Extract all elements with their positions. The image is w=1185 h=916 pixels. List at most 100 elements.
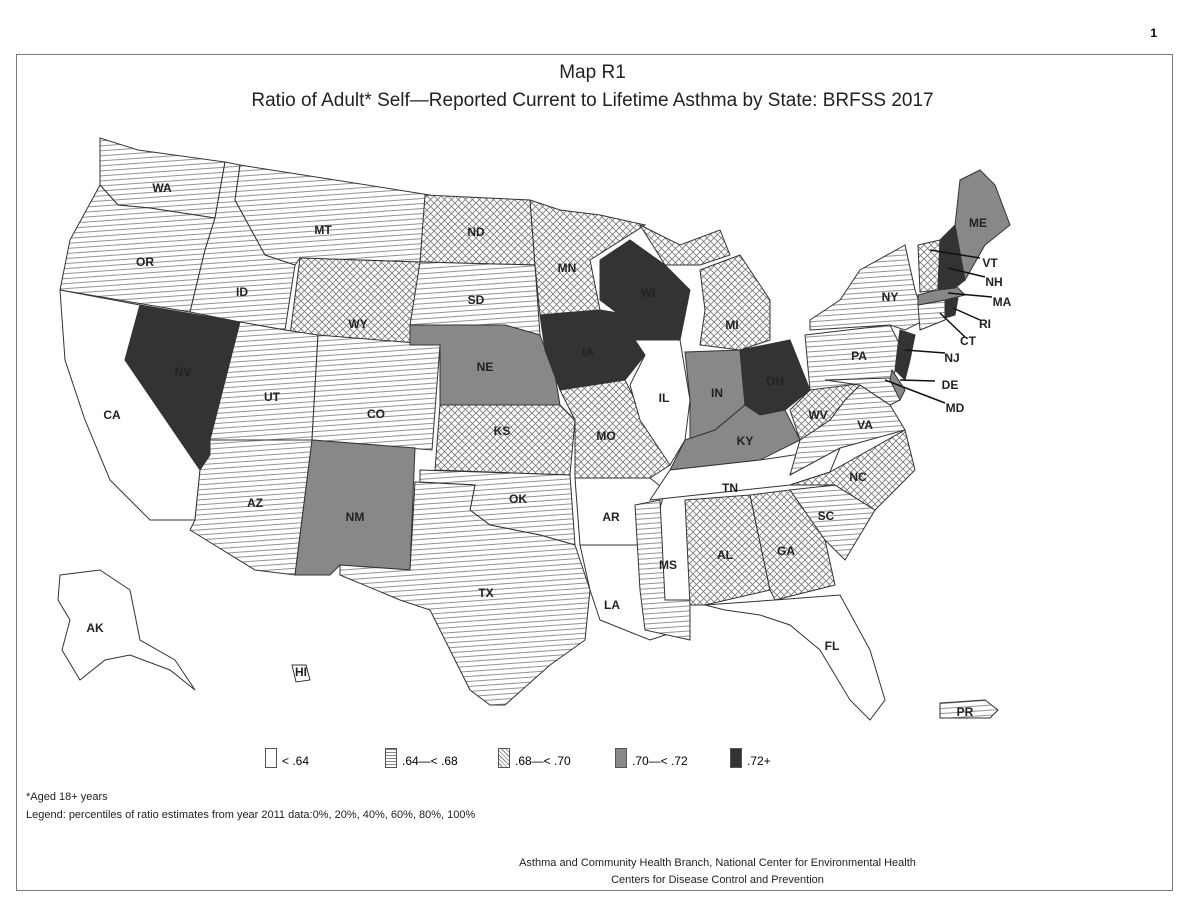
state-ak: [57, 569, 196, 691]
state-label-mo: MO: [596, 429, 615, 443]
state-label-wi: WI: [641, 286, 656, 300]
state-label-fl: FL: [825, 639, 840, 653]
legend-label: < .64: [282, 754, 310, 768]
state-mt: [234, 164, 431, 266]
map-title: Map R1: [559, 62, 626, 83]
state-label-ma: MA: [993, 295, 1012, 309]
legend-label: .72+: [747, 754, 771, 768]
state-label-ar: AR: [602, 510, 620, 524]
state-tx: [339, 481, 591, 706]
state-label-in: IN: [711, 386, 723, 400]
state-label-oh: OH: [766, 374, 784, 388]
legend-note: Legend: percentiles of ratio estimates f…: [26, 809, 476, 821]
legend-swatch: [265, 748, 277, 768]
state-label-mn: MN: [558, 261, 577, 275]
state-label-pa: PA: [851, 349, 867, 363]
state-label-wa: WA: [152, 181, 172, 195]
state-wy: [289, 257, 421, 346]
credit-line-1: Asthma and Community Health Branch, Nati…: [519, 857, 916, 869]
page-number: 1: [1150, 26, 1157, 40]
state-ms: [634, 499, 691, 641]
state-pr: [939, 699, 999, 719]
leader-line-md: [884, 379, 946, 404]
leader-line-nh: [947, 267, 986, 278]
state-label-mi: MI: [725, 318, 738, 332]
state-label-mt: MT: [314, 223, 332, 237]
state-label-me: ME: [969, 216, 987, 230]
legend-swatch: [730, 748, 742, 768]
leader-line-ma: [947, 292, 993, 298]
state-label-tx: TX: [478, 586, 493, 600]
legend-item-64-68: .64—< .68: [385, 748, 458, 768]
state-label-ms: MS: [659, 558, 677, 572]
leader-line-nj: [904, 349, 946, 354]
state-label-nj: NJ: [944, 351, 959, 365]
state-label-ga: GA: [777, 544, 795, 558]
credit-line-2: Centers for Disease Control and Preventi…: [611, 874, 824, 886]
leader-line-de: [899, 379, 936, 382]
state-label-vt: VT: [982, 256, 998, 270]
state-label-ia: IA: [582, 345, 594, 359]
map-frame: [16, 54, 1173, 891]
state-label-ut: UT: [264, 390, 281, 404]
state-mi: [699, 254, 771, 351]
state-label-sd: SD: [468, 293, 485, 307]
state-label-ri: RI: [979, 317, 991, 331]
state-label-ky: KY: [737, 434, 754, 448]
state-label-sc: SC: [818, 509, 835, 523]
state-label-pr: PR: [957, 705, 974, 719]
legend-label: .64—< .68: [402, 754, 458, 768]
legend-swatch: [498, 748, 510, 768]
state-label-az: AZ: [247, 496, 263, 510]
legend-swatch: [615, 748, 627, 768]
legend-item-68-70: .68—< .70: [498, 748, 571, 768]
state-me: [954, 169, 1011, 282]
footnote: *Aged 18+ years: [26, 791, 108, 803]
state-ny: [809, 244, 926, 331]
state-label-la: LA: [604, 598, 620, 612]
state-label-md: MD: [946, 401, 965, 415]
state-label-or: OR: [136, 255, 154, 269]
state-co: [311, 334, 441, 451]
state-label-nd: ND: [467, 225, 485, 239]
legend-item-lt-64: < .64: [265, 748, 309, 768]
legend-label: .70—< .72: [632, 754, 688, 768]
state-label-nh: NH: [985, 275, 1002, 289]
state-label-co: CO: [367, 407, 385, 421]
state-ks: [434, 404, 576, 476]
leader-line-vt: [929, 249, 981, 259]
state-label-al: AL: [717, 548, 733, 562]
state-label-ks: KS: [494, 424, 511, 438]
state-fl: [704, 594, 886, 721]
leader-line-ri: [952, 307, 981, 321]
state-label-ca: CA: [103, 408, 121, 422]
state-label-ny: NY: [882, 290, 899, 304]
state-label-ne: NE: [477, 360, 494, 374]
legend-label: .68—< .70: [515, 754, 571, 768]
state-label-ok: OK: [509, 492, 527, 506]
state-il: [629, 339, 691, 466]
state-label-wv: WV: [808, 408, 827, 422]
state-al: [684, 494, 771, 606]
state-label-va: VA: [857, 418, 873, 432]
state-label-wy: WY: [348, 317, 367, 331]
state-mn: [529, 199, 647, 316]
state-label-de: DE: [942, 378, 959, 392]
map-subtitle: Ratio of Adult* Self—Reported Current to…: [251, 90, 934, 111]
state-md: [824, 377, 901, 406]
state-label-ak: AK: [86, 621, 104, 635]
state-nh: [937, 223, 966, 291]
legend-item-72-plus: .72+: [730, 748, 771, 768]
leader-line-ct: [939, 312, 966, 338]
legend-swatch: [385, 748, 397, 768]
state-label-nv: NV: [175, 365, 192, 379]
state-nm: [294, 439, 416, 576]
state-mi: [638, 223, 731, 266]
state-nj: [894, 329, 916, 381]
legend-item-70-72: .70—< .72: [615, 748, 688, 768]
state-label-hi: HI: [295, 665, 307, 679]
state-label-il: IL: [659, 391, 670, 405]
state-label-tn: TN: [722, 481, 738, 495]
